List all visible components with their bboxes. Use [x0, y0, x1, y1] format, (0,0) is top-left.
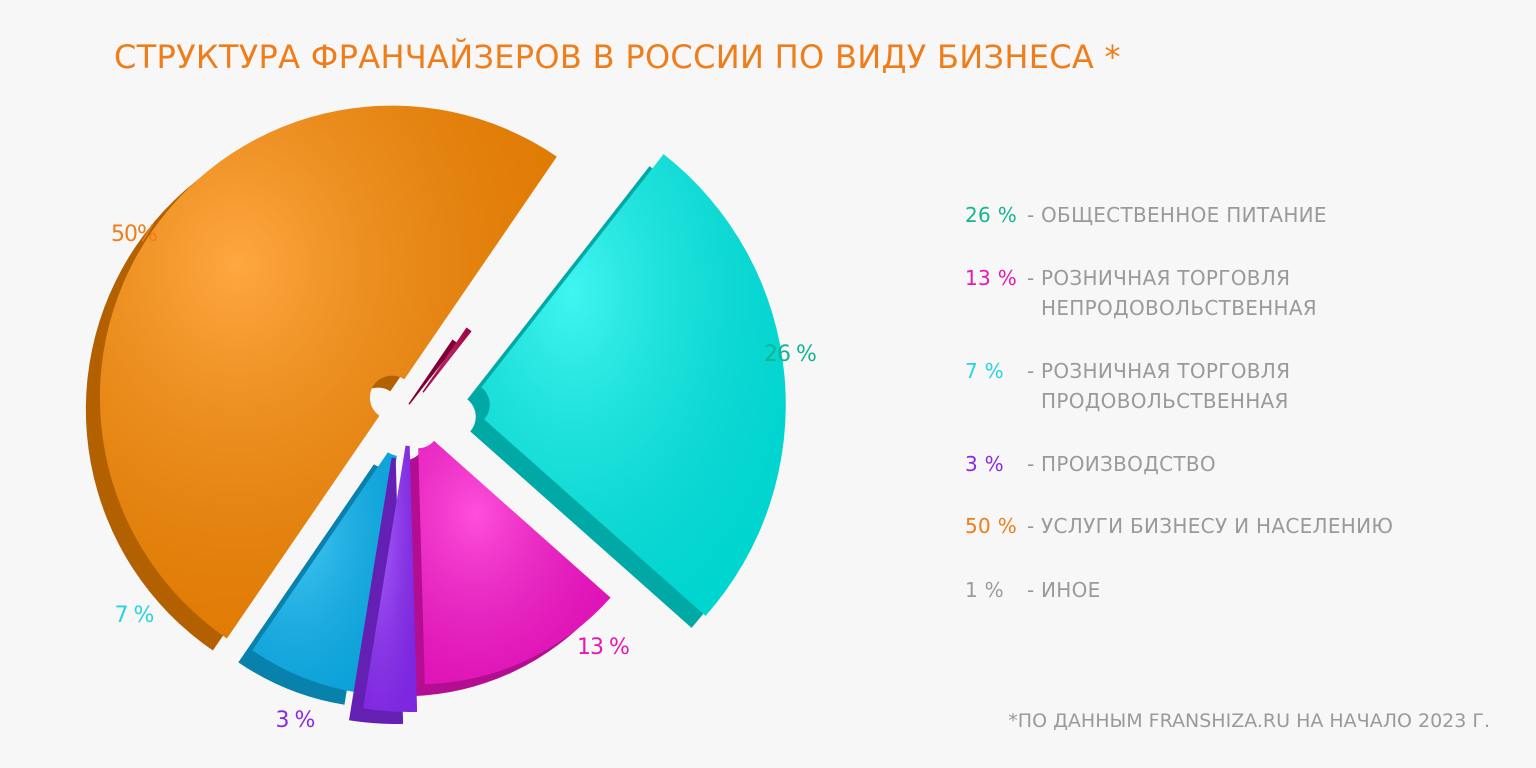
legend-label: ПРОИЗВОДСТВО — [1041, 452, 1216, 476]
legend-value: 1 % — [965, 578, 1004, 602]
legend-item: 7 % - РОЗНИЧНАЯ ТОРГОВЛЯ ПРОДОВОЛЬСТВЕННАЯ — [965, 356, 1525, 416]
legend-value: 3 % — [965, 452, 1004, 476]
pie-slice-shading — [363, 445, 418, 712]
legend-label: РОЗНИЧНАЯ ТОРГОВЛЯ НЕПРОДОВОЛЬСТВЕННАЯ — [1041, 266, 1318, 320]
pie-slice-label: 13 % — [577, 635, 629, 660]
legend-dash: - — [1027, 266, 1035, 290]
legend-label: УСЛУГИ БИЗНЕСУ И НАСЕЛЕНИЮ — [1041, 514, 1394, 538]
chart-title: СТРУКТУРА ФРАНЧАЙЗЕРОВ В РОССИИ ПО ВИДУ … — [114, 38, 1121, 76]
legend-item: 13 % - РОЗНИЧНАЯ ТОРГОВЛЯ НЕПРОДОВОЛЬСТВЕНН… — [965, 263, 1525, 323]
pie-slice-shading — [99, 105, 557, 639]
pie-slice-label: 3 % — [276, 708, 315, 733]
pie-slice-labels: 26 % 13 % 3 % 7 % 50% — [111, 222, 817, 733]
legend-label: ОБЩЕСТВЕННОЕ ПИТАНИЕ — [1041, 203, 1327, 227]
pie-slice-shading — [252, 452, 397, 693]
legend-dash: - — [1027, 203, 1035, 227]
pie-slices — [85, 105, 786, 724]
legend-item: 3 % - ПРОИЗВОДСТВО — [965, 449, 1525, 479]
source-footnote: *ПО ДАННЫМ FRANSHIZA.RU НА НАЧАЛО 2023 Г… — [1008, 710, 1490, 732]
legend-item: 26 % - ОБЩЕСТВЕННОЕ ПИТАНИЕ — [965, 200, 1525, 230]
pie-slice-shading — [481, 154, 786, 616]
legend-dash: - — [1027, 359, 1035, 383]
pie-slice-label: 50% — [111, 222, 157, 247]
legend-item: 1 % - ИНОЕ — [965, 575, 1525, 605]
legend-label: РОЗНИЧНАЯ ТОРГОВЛЯ ПРОДОВОЛЬСТВЕННАЯ — [1041, 359, 1291, 413]
pie-slice-label: 26 % — [764, 342, 816, 367]
pie-slice-side — [408, 339, 458, 405]
legend-dash: - — [1027, 514, 1035, 538]
pie-slice-shading — [422, 327, 472, 393]
pie-slice-label: 7 % — [115, 603, 154, 628]
legend-dash: - — [1027, 578, 1035, 602]
legend-value: 13 % — [965, 266, 1018, 290]
legend-item: 50 % - УСЛУГИ БИЗНЕСУ И НАСЕЛЕНИЮ — [965, 511, 1525, 541]
legend-value: 50 % — [965, 514, 1018, 538]
legend-value: 26 % — [965, 203, 1018, 227]
legend-dash: - — [1027, 452, 1035, 476]
legend-label: ИНОЕ — [1041, 578, 1101, 602]
legend-value: 7 % — [965, 359, 1004, 383]
pie-slice-shading — [418, 440, 611, 685]
